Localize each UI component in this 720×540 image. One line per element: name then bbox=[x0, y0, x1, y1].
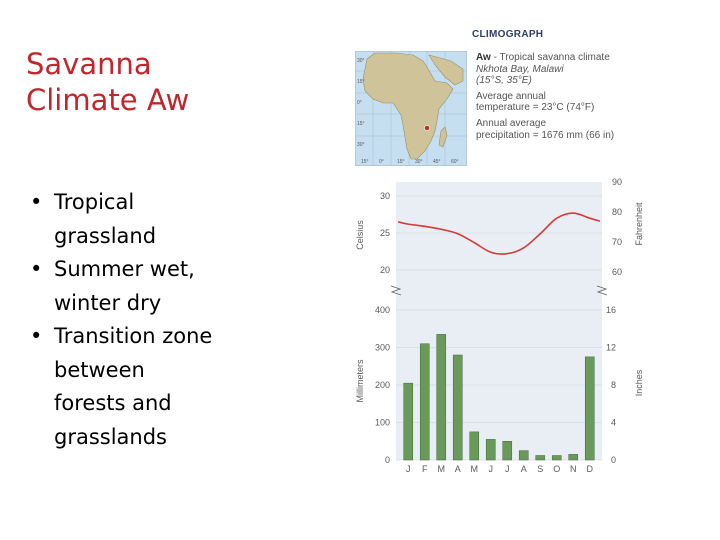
slide-title: Savanna Climate Aw bbox=[26, 46, 286, 118]
precip-bar bbox=[485, 439, 496, 461]
month-label: A bbox=[455, 464, 461, 474]
tick-label-fahrenheit: 80 bbox=[612, 207, 622, 217]
tick-label-millimeters: 200 bbox=[375, 380, 390, 390]
station-name: Nkhota Bay, Malawi bbox=[476, 63, 564, 75]
precip-bar bbox=[551, 455, 562, 461]
precip-bar bbox=[419, 343, 430, 461]
plot-background bbox=[396, 182, 602, 460]
axis-break-marks bbox=[390, 285, 608, 296]
bullet-line: winter dry bbox=[54, 290, 162, 315]
precip-bar bbox=[535, 455, 546, 461]
axis-title-celsius: Celsius bbox=[355, 220, 365, 250]
station-marker bbox=[424, 125, 430, 131]
month-label: D bbox=[587, 464, 594, 474]
bullet-line: forests and bbox=[54, 391, 172, 415]
map-lat-label: 0° bbox=[357, 100, 362, 106]
axis-break-mark bbox=[390, 285, 402, 296]
precip-bar bbox=[568, 454, 579, 461]
bullet-line: grassland bbox=[54, 223, 157, 248]
climograph-header: CLIMOGRAPH bbox=[472, 29, 544, 40]
axis-title-millimeters: Millimeters bbox=[355, 359, 365, 403]
month-label: O bbox=[553, 464, 560, 474]
tick-label-inches: 12 bbox=[606, 343, 616, 353]
map-lon-label: 60° bbox=[451, 159, 459, 165]
precip-bar bbox=[502, 441, 513, 461]
precip-bar bbox=[452, 354, 463, 461]
tick-label-celsius: 30 bbox=[380, 191, 390, 201]
temp-value: temperature = 23°C (74°F) bbox=[476, 102, 595, 114]
precip-bar bbox=[436, 334, 447, 461]
climate-info: Aw - Tropical savanna climate Nkhota Bay… bbox=[476, 52, 661, 145]
month-label: N bbox=[570, 464, 577, 474]
tick-label-inches: 8 bbox=[611, 380, 616, 390]
map-lat-label: 15° bbox=[357, 79, 365, 85]
precip-label: Annual average bbox=[476, 117, 547, 129]
temp-label: Average annual bbox=[476, 90, 546, 102]
precip-value: precipitation = 1676 mm (66 in) bbox=[476, 129, 615, 141]
axis-break-mark bbox=[596, 285, 608, 296]
bullet-item: Summer wet, winter dry bbox=[30, 253, 270, 320]
tick-label-millimeters: 0 bbox=[385, 455, 390, 465]
slide-title-line-1: Savanna bbox=[26, 47, 152, 81]
map-lat-label: 15° bbox=[357, 121, 365, 127]
tick-label-fahrenheit: 70 bbox=[612, 237, 622, 247]
bullet-line: Tropical bbox=[54, 190, 135, 214]
tick-label-fahrenheit: 90 bbox=[612, 177, 622, 187]
precip-bar bbox=[518, 450, 529, 461]
precip-bar bbox=[584, 356, 595, 461]
month-label: S bbox=[537, 464, 543, 474]
temperature-line bbox=[397, 212, 601, 255]
map-lat-label: 30° bbox=[357, 58, 365, 64]
africa-landmass bbox=[362, 52, 454, 160]
climate-name: - Tropical savanna climate bbox=[490, 52, 610, 63]
bullet-line: between bbox=[54, 357, 145, 382]
climate-code: Aw bbox=[476, 52, 491, 63]
tick-label-inches: 16 bbox=[606, 305, 616, 315]
station-coords: (15°S, 35°E) bbox=[476, 75, 532, 87]
map-lon-label: 0° bbox=[379, 159, 384, 165]
month-label: J bbox=[489, 464, 494, 474]
bullet-item: Transition zone between forests and gras… bbox=[30, 320, 270, 454]
tick-label-millimeters: 400 bbox=[375, 305, 390, 315]
slide-title-line-2: Climate Aw bbox=[26, 83, 190, 117]
map-lat-label: 30° bbox=[357, 142, 365, 148]
arabia-landmass bbox=[428, 54, 464, 86]
month-label: J bbox=[406, 464, 411, 474]
tick-label-inches: 4 bbox=[611, 418, 616, 428]
tick-label-fahrenheit: 60 bbox=[612, 267, 622, 277]
grid-lines bbox=[396, 195, 602, 461]
bullet-line: Summer wet, bbox=[54, 257, 195, 281]
madagascar bbox=[438, 126, 448, 148]
bullet-item: Tropical grassland bbox=[30, 186, 270, 253]
map-lon-label: 45° bbox=[433, 159, 441, 165]
month-label: F bbox=[422, 464, 428, 474]
tick-label-millimeters: 300 bbox=[375, 343, 390, 353]
map-lon-label: 15° bbox=[361, 159, 369, 165]
month-label: J bbox=[505, 464, 510, 474]
axis-title-fahrenheit: Fahrenheit bbox=[634, 202, 644, 246]
map-lon-label: 15° bbox=[397, 159, 405, 165]
bullet-line: grasslands bbox=[54, 424, 167, 449]
month-label: M bbox=[471, 464, 479, 474]
month-label: M bbox=[438, 464, 446, 474]
axis-title-inches: Inches bbox=[634, 369, 644, 396]
bullet-list: Tropical grassland Summer wet, winter dr… bbox=[30, 186, 270, 454]
tick-label-celsius: 25 bbox=[380, 228, 390, 238]
precip-bar bbox=[469, 431, 480, 461]
africa-map: 30° 15° 0° 15° 30° 15° 0° 15° 30° 45° 60… bbox=[355, 51, 467, 166]
bullet-line: Transition zone bbox=[54, 324, 213, 348]
tick-label-millimeters: 100 bbox=[375, 418, 390, 428]
tick-label-inches: 0 bbox=[611, 455, 616, 465]
tick-label-celsius: 20 bbox=[380, 265, 390, 275]
precip-bar bbox=[403, 382, 414, 461]
month-label: A bbox=[521, 464, 527, 474]
map-lon-label: 30° bbox=[415, 159, 423, 165]
precip-bars bbox=[403, 334, 595, 461]
